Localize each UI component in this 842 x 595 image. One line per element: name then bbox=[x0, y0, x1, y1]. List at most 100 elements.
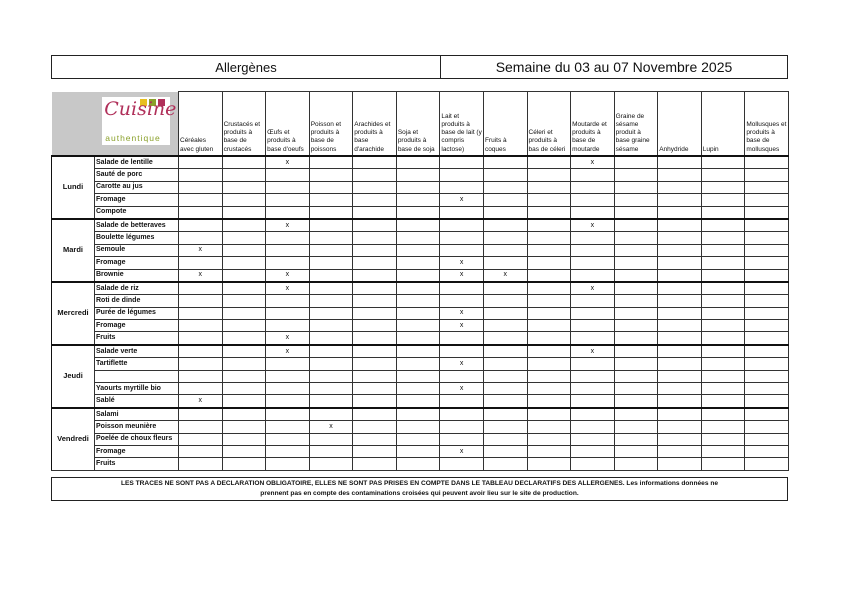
allergen-cell bbox=[308, 343, 354, 359]
allergen-cell bbox=[613, 193, 659, 207]
allergen-cell bbox=[744, 306, 789, 321]
allergen-cell bbox=[352, 331, 397, 346]
dish-name: Tartiflette bbox=[94, 357, 179, 371]
allergen-cell bbox=[178, 180, 223, 195]
column-header: Lupin bbox=[700, 91, 746, 157]
allergen-cell bbox=[613, 217, 659, 233]
allergen-cell: x bbox=[439, 306, 484, 321]
allergen-cell bbox=[439, 231, 484, 245]
allergen-cell bbox=[482, 357, 528, 371]
allergen-cell bbox=[700, 294, 746, 308]
allergen-cell bbox=[744, 420, 789, 434]
allergen-cell bbox=[482, 231, 528, 245]
allergen-cell bbox=[482, 343, 528, 359]
allergen-cell bbox=[657, 294, 702, 308]
allergen-cell bbox=[221, 231, 267, 245]
allergen-cell bbox=[570, 256, 615, 270]
allergen-cell bbox=[439, 217, 484, 233]
allergen-cell bbox=[570, 406, 615, 422]
allergen-cell bbox=[700, 432, 746, 447]
allergen-cell bbox=[744, 155, 789, 170]
allergen-cell: x bbox=[439, 268, 484, 283]
allergen-cell: x bbox=[265, 331, 310, 346]
allergen-cell bbox=[526, 180, 572, 195]
allergen-cell bbox=[526, 406, 572, 422]
allergen-cell bbox=[308, 406, 354, 422]
allergen-cell bbox=[482, 306, 528, 321]
allergen-cell bbox=[657, 382, 702, 396]
allergen-cell bbox=[744, 444, 789, 459]
allergen-cell bbox=[744, 168, 789, 182]
allergen-cell bbox=[221, 406, 267, 422]
allergen-cell bbox=[482, 319, 528, 333]
allergen-cell bbox=[352, 193, 397, 207]
allergen-cell bbox=[352, 394, 397, 409]
allergen-cell bbox=[613, 243, 659, 258]
allergen-cell bbox=[221, 306, 267, 321]
allergen-cell: x bbox=[482, 268, 528, 283]
allergen-cell bbox=[221, 155, 267, 170]
allergen-cell bbox=[744, 243, 789, 258]
allergen-cell bbox=[526, 331, 572, 346]
allergen-cell bbox=[700, 205, 746, 220]
allergen-cell bbox=[265, 394, 310, 409]
allergen-cell bbox=[613, 155, 659, 170]
allergen-cell: x bbox=[439, 319, 484, 333]
allergen-cell bbox=[439, 205, 484, 220]
allergen-cell bbox=[613, 432, 659, 447]
allergen-cell bbox=[178, 155, 223, 170]
allergen-cell bbox=[221, 294, 267, 308]
allergen-cell bbox=[570, 231, 615, 245]
allergen-cell bbox=[395, 444, 441, 459]
allergen-cell bbox=[395, 205, 441, 220]
allergen-cell bbox=[265, 294, 310, 308]
allergen-cell bbox=[482, 155, 528, 170]
allergen-cell bbox=[570, 432, 615, 447]
allergen-cell bbox=[178, 420, 223, 434]
allergen-cell bbox=[570, 294, 615, 308]
column-header: Œufs et produits à base d'oeufs bbox=[265, 91, 310, 157]
allergen-cell bbox=[613, 294, 659, 308]
allergen-cell bbox=[439, 331, 484, 346]
allergen-cell: x bbox=[570, 155, 615, 170]
allergen-cell: x bbox=[439, 256, 484, 270]
allergen-cell bbox=[657, 420, 702, 434]
header-corner bbox=[51, 91, 95, 156]
allergen-cell bbox=[221, 457, 267, 471]
dish-name: Purée de légumes bbox=[94, 306, 179, 321]
allergen-cell bbox=[395, 331, 441, 346]
allergen-cell bbox=[308, 331, 354, 346]
allergen-cell bbox=[657, 319, 702, 333]
dish-name bbox=[94, 369, 179, 384]
allergen-cell bbox=[700, 406, 746, 422]
dish-name: Semoule bbox=[94, 243, 179, 258]
allergen-cell bbox=[178, 168, 223, 182]
allergen-cell bbox=[526, 382, 572, 396]
dish-name: Fromage bbox=[94, 444, 179, 459]
allergen-cell bbox=[613, 420, 659, 434]
allergen-cell bbox=[657, 331, 702, 346]
dish-name: Sablé bbox=[94, 394, 179, 409]
allergen-cell bbox=[700, 155, 746, 170]
allergen-cell bbox=[570, 382, 615, 396]
allergen-cell bbox=[308, 369, 354, 384]
allergen-cell bbox=[395, 369, 441, 384]
allergen-cell bbox=[744, 382, 789, 396]
allergen-cell bbox=[744, 231, 789, 245]
allergen-cell bbox=[744, 294, 789, 308]
allergen-cell bbox=[570, 420, 615, 434]
allergen-cell bbox=[352, 306, 397, 321]
allergen-cell bbox=[265, 319, 310, 333]
allergen-cell bbox=[439, 343, 484, 359]
allergen-cell bbox=[700, 343, 746, 359]
allergen-cell: x bbox=[439, 193, 484, 207]
allergen-cell bbox=[178, 406, 223, 422]
allergen-cell bbox=[439, 294, 484, 308]
allergen-cell bbox=[526, 294, 572, 308]
allergen-cell: x bbox=[439, 444, 484, 459]
allergen-cell bbox=[526, 155, 572, 170]
allergen-cell bbox=[395, 306, 441, 321]
allergen-cell bbox=[657, 193, 702, 207]
allergen-cell bbox=[744, 394, 789, 409]
allergen-cell: x bbox=[265, 268, 310, 283]
